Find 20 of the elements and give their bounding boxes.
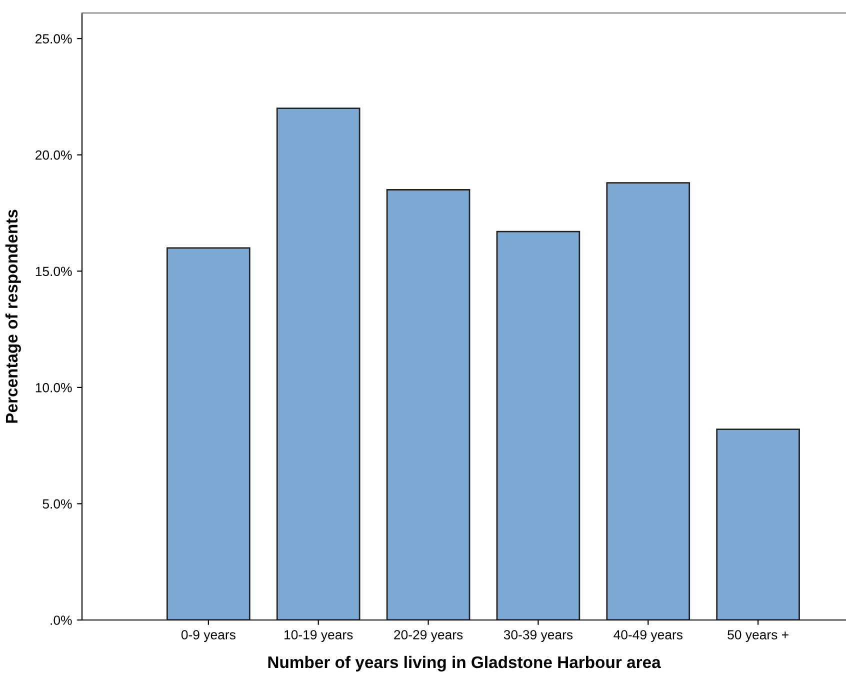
y-tick-label: 5.0% [42, 499, 72, 509]
y-tick-label: 20.0% [36, 150, 72, 160]
bar [386, 189, 470, 620]
bar [496, 230, 580, 620]
x-tick-label: 0-9 years [181, 630, 236, 642]
bar [716, 428, 800, 620]
x-tick-label: 10-19 years [284, 630, 353, 642]
y-tick-label: 15.0% [36, 266, 72, 276]
y-axis-title: Percentage of respondents [5, 210, 21, 423]
x-tick-label: 30-39 years [504, 630, 573, 642]
y-tick-label: 25.0% [36, 34, 72, 44]
bar [276, 108, 360, 620]
x-tick-label: 50 years + [728, 630, 788, 642]
y-tick-label: .0% [50, 616, 72, 625]
x-tick-label: 40-49 years [614, 630, 682, 642]
y-tick-label: 10.0% [36, 383, 72, 392]
bar [166, 247, 250, 620]
x-tick-label: 20-29 years [394, 630, 463, 642]
bar [606, 182, 690, 620]
x-axis-title: Number of years living in Gladstone Harbour area [268, 656, 661, 672]
